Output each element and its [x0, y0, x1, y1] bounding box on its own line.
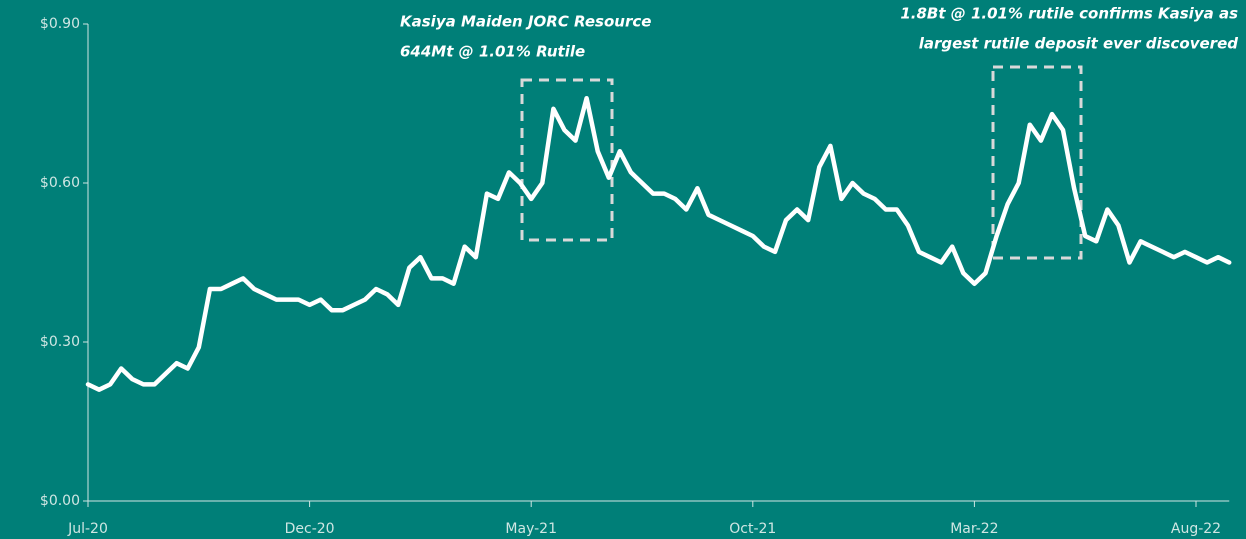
- annotation: largest rutile deposit ever discovered: [919, 35, 1239, 53]
- annotation: 1.8Bt @ 1.01% rutile confirms Kasiya as: [900, 5, 1238, 23]
- x-tick-label: Aug-22: [1171, 521, 1221, 537]
- x-tick-label: May-21: [505, 521, 557, 537]
- highlight-box: [520, 78, 614, 242]
- x-tick-label: Mar-22: [950, 521, 998, 537]
- y-tick-label: $0.00: [40, 493, 80, 509]
- annotation: 644Mt @ 1.01% Rutile: [400, 43, 585, 61]
- price-line: [85, 95, 1232, 392]
- y-tick-label: $0.60: [40, 175, 80, 191]
- y-tick-label: $0.90: [40, 16, 80, 32]
- highlight-box: [991, 65, 1083, 260]
- y-tick-label: $0.30: [40, 334, 80, 350]
- x-tick-label: Jul-20: [67, 521, 108, 537]
- x-tick-label: Dec-20: [285, 521, 335, 537]
- annotation: Kasiya Maiden JORC Resource: [400, 13, 651, 31]
- x-tick-label: Oct-21: [729, 521, 776, 537]
